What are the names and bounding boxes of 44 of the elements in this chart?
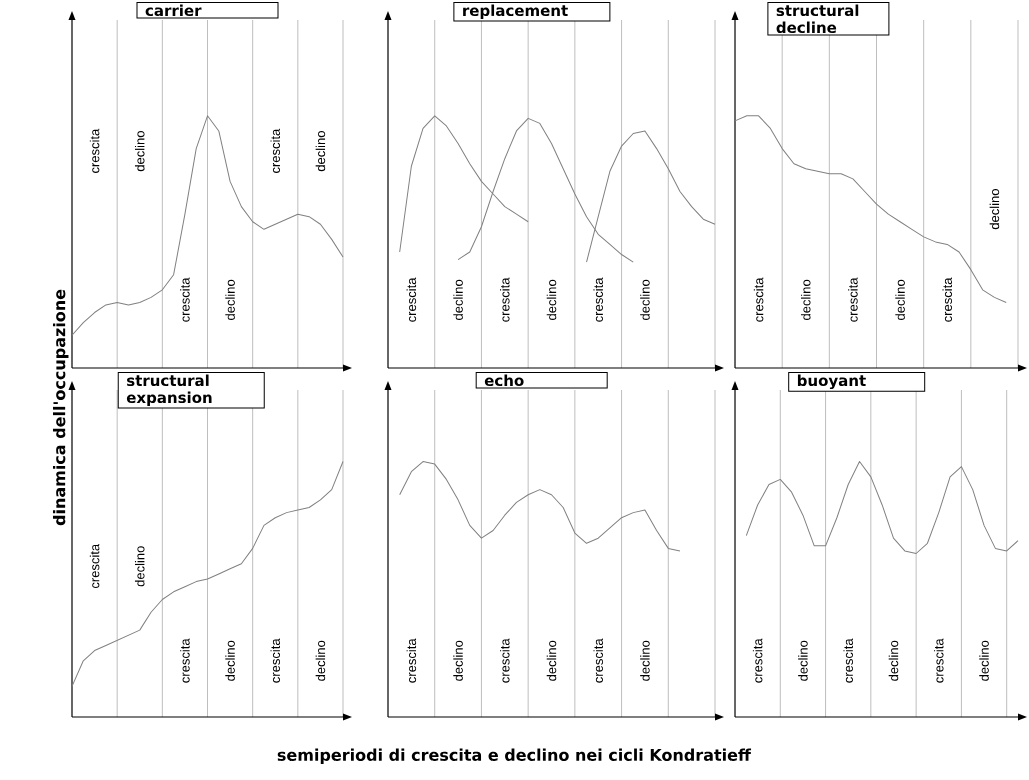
annotation: crescita <box>406 277 417 322</box>
x-axis-title: semiperiodi di crescita e declino nei cicli Kondratieff <box>277 748 752 765</box>
annotation: crescita <box>753 277 764 322</box>
annotation: declino <box>134 546 145 587</box>
annotation: declino <box>640 640 650 681</box>
annotation: declino <box>453 640 463 681</box>
annotation: declino <box>315 131 326 172</box>
annotation: declino <box>315 640 326 681</box>
annotation: crescita <box>848 277 858 322</box>
annotation: crescita <box>406 638 417 683</box>
annotation: crescita <box>500 638 510 683</box>
annotation: declino <box>798 640 808 681</box>
annotation: declino <box>453 279 463 320</box>
annotation: crescita <box>933 638 944 683</box>
annotation: crescita <box>270 638 281 683</box>
annotation: crescita <box>89 128 100 173</box>
chart-title: structural expansion <box>126 374 212 407</box>
chart-title: carrier <box>145 4 202 17</box>
chart-title: replacement <box>463 4 568 20</box>
annotation: declino <box>989 189 1000 230</box>
annotation: crescita <box>180 638 190 683</box>
annotation: crescita <box>942 277 953 322</box>
y-axis-title: dinamica dell'occupazione <box>52 289 69 526</box>
annotation: declino <box>225 279 235 320</box>
annotation: crescita <box>593 638 603 683</box>
annotation: declino <box>225 640 235 681</box>
annotation: declino <box>134 131 145 172</box>
annotation: crescita <box>593 277 603 322</box>
annotation: declino <box>895 279 905 320</box>
annotation: declino <box>546 640 557 681</box>
annotation: crescita <box>270 128 281 173</box>
annotation: crescita <box>843 638 853 683</box>
annotation: declino <box>546 279 557 320</box>
chart-title: echo <box>484 374 524 387</box>
annotation: crescita <box>500 277 510 322</box>
annotation: declino <box>979 640 989 681</box>
annotation: declino <box>640 279 650 320</box>
annotation: declino <box>888 640 899 681</box>
chart-title: buoyant <box>797 374 866 390</box>
annotation: crescita <box>752 638 763 683</box>
annotation: declino <box>800 279 811 320</box>
chart-title: structural decline <box>776 4 859 34</box>
annotation: crescita <box>89 543 100 589</box>
annotation: crescita <box>180 277 190 322</box>
